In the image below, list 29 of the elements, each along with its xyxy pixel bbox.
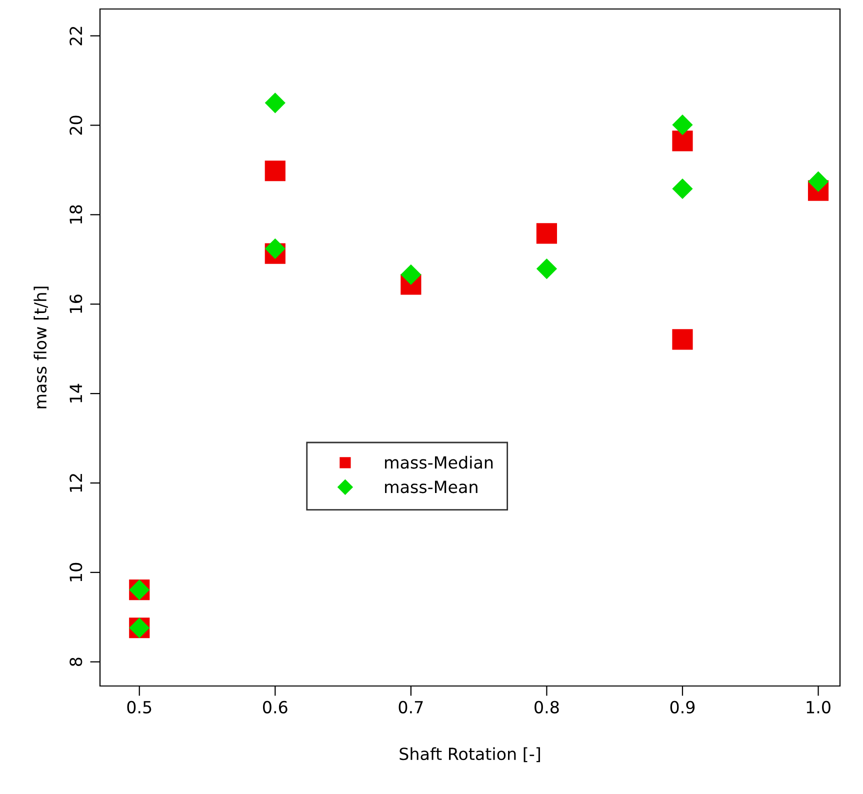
y-tick-label: 20	[70, 116, 82, 135]
x-tick-label: 0.6	[263, 700, 288, 714]
y-tick-label: 18	[70, 205, 82, 224]
y-tick-label: 16	[70, 294, 82, 313]
y-tick-label: 10	[70, 562, 82, 582]
point	[536, 258, 558, 280]
point	[808, 171, 829, 192]
y-tick-label: 14	[70, 384, 82, 402]
point	[672, 329, 693, 350]
x-tick-label: 0.5	[127, 700, 152, 714]
y-tick-label: 12	[70, 474, 82, 492]
point	[672, 178, 693, 200]
point	[536, 223, 558, 244]
point	[264, 160, 286, 182]
point	[264, 92, 286, 114]
y-tick-label: 22	[70, 26, 82, 46]
legend-label: mass-Median	[385, 456, 493, 469]
point	[264, 238, 286, 259]
x-tick-label: 1.0	[806, 700, 830, 714]
y-axis-title: mass flow [t/h]	[34, 286, 49, 408]
point	[672, 114, 693, 136]
x-tick-label: 0.8	[534, 700, 559, 714]
x-tick-label: 0.9	[670, 700, 695, 714]
point	[672, 130, 693, 152]
legend-label: mass-Mean	[385, 480, 478, 494]
x-tick-label: 0.7	[398, 700, 423, 714]
x-axis-title: Shaft Rotation [-]	[400, 747, 540, 762]
y-tick-label: 8	[70, 658, 82, 666]
point	[400, 264, 422, 285]
